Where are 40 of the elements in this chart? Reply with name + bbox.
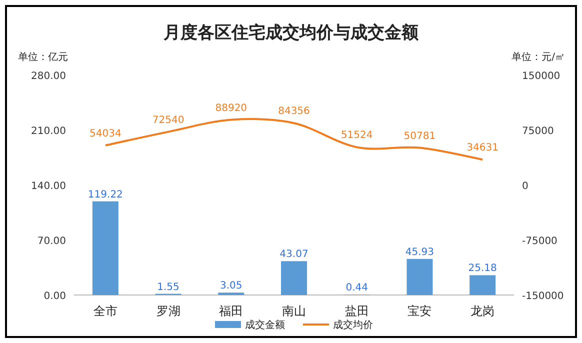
data-label: 54034: [90, 128, 122, 140]
data-label: 72540: [152, 114, 184, 126]
x-tick-label: 盐田: [344, 304, 369, 318]
y-tick-label: 70.00: [37, 236, 66, 247]
data-label: 50781: [404, 130, 436, 142]
data-label: 88920: [215, 102, 248, 114]
y-tick-label: 0.00: [44, 291, 66, 302]
y-axis-title: 单位：亿元: [18, 51, 68, 63]
data-label: 84356: [278, 106, 310, 118]
y2-tick-label: -75000: [522, 236, 558, 247]
data-label: 43.07: [280, 249, 308, 260]
x-tick-label: 罗湖: [156, 304, 180, 318]
data-label: 51524: [340, 130, 373, 142]
x-tick-label: 南山: [282, 304, 306, 318]
data-label: 25.18: [468, 263, 497, 274]
legend-label: 成交均价: [333, 319, 373, 331]
y-tick-label: 210.00: [31, 126, 66, 137]
x-tick-label: 宝安: [408, 304, 432, 318]
bar: [92, 201, 118, 295]
bar: [406, 258, 433, 295]
y2-axis-title: 单位：元/㎡: [512, 51, 565, 63]
y2-tick-label: 150000: [522, 71, 560, 82]
x-tick-label: 全市: [93, 304, 118, 318]
bar: [281, 261, 307, 295]
legend-label: 成交金额: [245, 319, 285, 331]
x-tick-label: 福田: [219, 304, 244, 318]
y-tick-label: 140.00: [31, 181, 66, 192]
data-label: 45.93: [405, 246, 434, 258]
data-label: 119.22: [88, 189, 123, 200]
y2-tick-label: 0: [522, 181, 528, 192]
chart-title: 月度各区住宅成交均价与成交金额: [162, 23, 420, 43]
y2-tick-label: -150000: [522, 291, 564, 302]
y-tick-label: 280.00: [31, 71, 66, 82]
y2-tick-label: 75000: [522, 126, 554, 137]
bar: [470, 275, 496, 295]
data-label: 1.55: [157, 282, 180, 293]
data-label: 34631: [466, 142, 498, 154]
data-label: 3.05: [220, 280, 242, 292]
x-tick-label: 龙岗: [470, 304, 495, 318]
data-label: 0.44: [346, 282, 368, 294]
